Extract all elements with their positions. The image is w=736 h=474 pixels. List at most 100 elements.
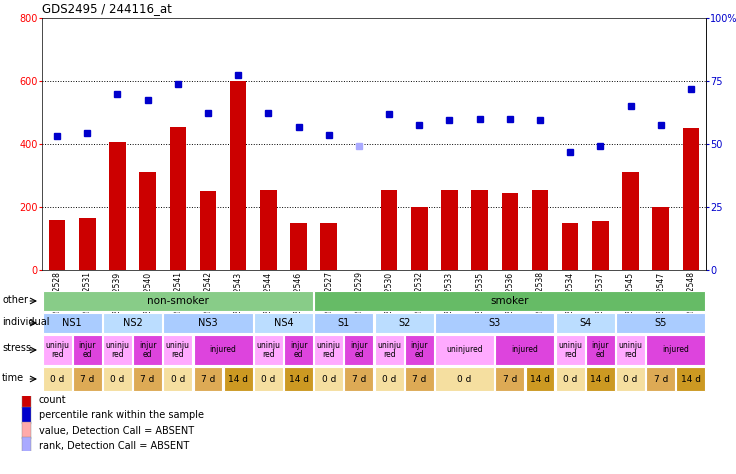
Bar: [163, 335, 192, 365]
Text: 7 d: 7 d: [654, 374, 668, 383]
Text: 14 d: 14 d: [289, 374, 308, 383]
Text: 7 d: 7 d: [141, 374, 155, 383]
Text: individual: individual: [2, 317, 49, 327]
Bar: [133, 367, 162, 391]
Text: NS4: NS4: [274, 318, 293, 328]
Bar: [42, 18, 706, 270]
Bar: [646, 367, 675, 391]
Bar: [320, 223, 337, 270]
Bar: [556, 313, 615, 333]
Text: uninju
red: uninju red: [618, 341, 643, 359]
Bar: [163, 313, 252, 333]
Bar: [531, 190, 548, 270]
Text: stress: stress: [2, 343, 31, 354]
Text: uninju
red: uninju red: [558, 341, 582, 359]
Text: 14 d: 14 d: [681, 374, 701, 383]
Bar: [435, 313, 554, 333]
Text: 0 d: 0 d: [261, 374, 275, 383]
Bar: [441, 190, 458, 270]
Bar: [139, 173, 156, 270]
Bar: [22, 392, 32, 408]
Bar: [411, 207, 428, 270]
Bar: [314, 291, 705, 311]
Bar: [586, 367, 615, 391]
Text: uninju
red: uninju red: [45, 341, 69, 359]
Bar: [73, 367, 102, 391]
Bar: [562, 223, 578, 270]
Bar: [622, 173, 639, 270]
Text: 7 d: 7 d: [80, 374, 94, 383]
Text: 0 d: 0 d: [110, 374, 124, 383]
Text: injured: injured: [210, 346, 236, 355]
Text: 7 d: 7 d: [201, 374, 215, 383]
Text: count: count: [39, 395, 66, 405]
Bar: [471, 190, 488, 270]
Bar: [616, 313, 705, 333]
Text: injur
ed: injur ed: [411, 341, 428, 359]
Bar: [254, 367, 283, 391]
Bar: [103, 367, 132, 391]
Bar: [314, 335, 343, 365]
Bar: [381, 190, 397, 270]
Text: 7 d: 7 d: [412, 374, 426, 383]
Text: 7 d: 7 d: [503, 374, 517, 383]
Bar: [495, 335, 554, 365]
Text: S4: S4: [579, 318, 592, 328]
Text: uninju
red: uninju red: [377, 341, 401, 359]
Text: 0 d: 0 d: [623, 374, 637, 383]
Bar: [616, 367, 645, 391]
Text: S2: S2: [398, 318, 411, 328]
Text: NS2: NS2: [123, 318, 143, 328]
Bar: [314, 367, 343, 391]
Bar: [22, 407, 32, 423]
Text: NS3: NS3: [198, 318, 218, 328]
Bar: [501, 193, 518, 270]
Text: S1: S1: [338, 318, 350, 328]
Bar: [375, 367, 403, 391]
Bar: [344, 367, 373, 391]
Bar: [43, 291, 313, 311]
Text: uninju
red: uninju red: [316, 341, 341, 359]
Bar: [260, 190, 277, 270]
Bar: [375, 313, 434, 333]
Bar: [230, 81, 247, 270]
Text: injur
ed: injur ed: [592, 341, 609, 359]
Bar: [103, 335, 132, 365]
Bar: [224, 367, 252, 391]
Bar: [592, 221, 609, 270]
Bar: [556, 367, 584, 391]
Bar: [73, 335, 102, 365]
Text: GDS2495 / 244116_at: GDS2495 / 244116_at: [42, 2, 172, 15]
Text: non-smoker: non-smoker: [147, 296, 209, 306]
Bar: [435, 367, 494, 391]
Bar: [284, 335, 313, 365]
Text: 0 d: 0 d: [457, 374, 472, 383]
Text: injur
ed: injur ed: [350, 341, 368, 359]
Bar: [43, 367, 71, 391]
Bar: [290, 223, 307, 270]
Text: 7 d: 7 d: [352, 374, 366, 383]
Text: rank, Detection Call = ABSENT: rank, Detection Call = ABSENT: [39, 440, 189, 450]
Text: 0 d: 0 d: [563, 374, 577, 383]
Text: injur
ed: injur ed: [139, 341, 156, 359]
Text: 0 d: 0 d: [382, 374, 396, 383]
Text: S5: S5: [654, 318, 667, 328]
Bar: [405, 335, 434, 365]
Bar: [375, 335, 403, 365]
Bar: [254, 335, 283, 365]
Text: value, Detection Call = ABSENT: value, Detection Call = ABSENT: [39, 426, 194, 436]
Bar: [284, 367, 313, 391]
Text: injured: injured: [662, 346, 689, 355]
Text: time: time: [2, 373, 24, 383]
Text: injured: injured: [512, 346, 538, 355]
Bar: [22, 437, 32, 454]
Text: uninjured: uninjured: [446, 346, 483, 355]
Bar: [49, 219, 66, 270]
Text: injur
ed: injur ed: [290, 341, 308, 359]
Bar: [254, 313, 313, 333]
Text: other: other: [2, 295, 28, 305]
Bar: [495, 367, 524, 391]
Text: uninju
red: uninju red: [256, 341, 280, 359]
Bar: [646, 335, 705, 365]
Bar: [556, 335, 584, 365]
